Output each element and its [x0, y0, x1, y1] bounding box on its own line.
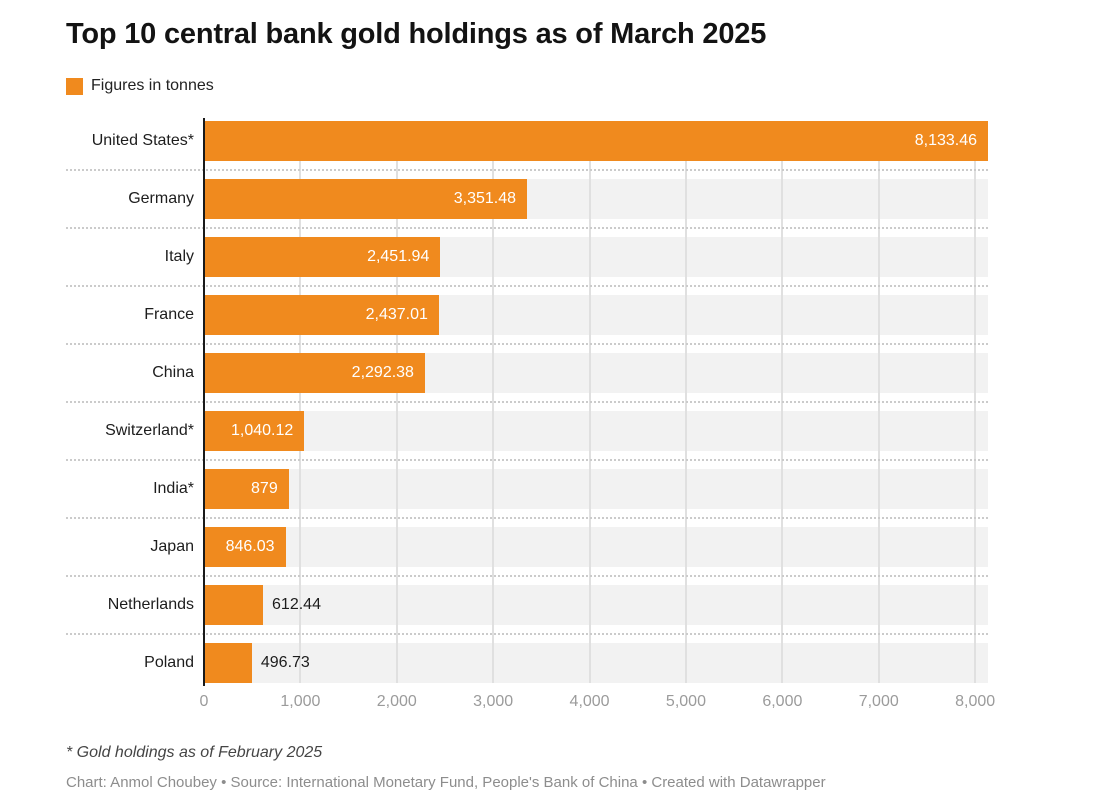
category-label: France — [144, 306, 194, 323]
chart-title: Top 10 central bank gold holdings as of … — [66, 18, 767, 50]
category-label: United States* — [91, 132, 194, 149]
bar-value-label: 2,292.38 — [351, 364, 414, 381]
row-separator — [66, 517, 988, 519]
x-axis-tick-label: 0 — [199, 693, 209, 710]
bar-value-label: 8,133.46 — [914, 132, 977, 149]
row-separator — [66, 401, 988, 403]
legend-swatch — [66, 77, 83, 95]
bar-value-label: 879 — [251, 480, 278, 497]
bar-value-label: 3,351.48 — [453, 190, 517, 207]
x-axis-tick-label: 2,000 — [376, 693, 417, 710]
bar-value-label: 612.44 — [272, 596, 321, 613]
bar — [204, 527, 286, 567]
credit-line: Chart: Anmol Choubey • Source: Internati… — [66, 774, 826, 791]
bar-track — [204, 527, 988, 567]
bar-value-label: 2,451.94 — [367, 248, 430, 265]
row-separator — [66, 575, 988, 577]
bar — [204, 295, 439, 335]
bar — [204, 121, 988, 161]
bar-track — [204, 411, 988, 451]
category-label: Italy — [164, 248, 194, 265]
category-label: China — [152, 364, 194, 381]
x-axis-tick-label: 1,000 — [280, 693, 321, 710]
legend: Figures in tonnes — [66, 77, 214, 95]
bar-value-label: 496.73 — [260, 654, 310, 671]
bar — [204, 411, 305, 451]
row-separator — [66, 343, 988, 345]
x-axis-tick-label: 8,000 — [955, 693, 996, 710]
bar — [204, 585, 264, 625]
bar-track — [204, 643, 988, 683]
bar — [204, 237, 441, 277]
x-axis-tick-label: 5,000 — [665, 693, 706, 710]
x-axis-tick-label: 7,000 — [858, 693, 899, 710]
category-label: Japan — [150, 538, 194, 555]
category-label: Switzerland* — [105, 422, 194, 439]
category-label: India* — [153, 480, 194, 497]
bar — [204, 469, 289, 509]
row-separator — [66, 227, 988, 229]
bar-track — [204, 585, 988, 625]
x-axis-tick-label: 6,000 — [762, 693, 803, 710]
axis-line — [203, 118, 205, 686]
row-separator — [66, 285, 988, 287]
row-separator — [66, 459, 988, 461]
bar-value-label: 1,040.12 — [230, 422, 294, 439]
x-axis-tick-label: 4,000 — [569, 693, 610, 710]
category-label: Germany — [128, 190, 194, 207]
bar-chart: 0 1,000 2,000 3,000 4,000 5,000 6,000 7,000 8,00… — [66, 118, 1092, 731]
bar — [204, 179, 528, 219]
bar — [204, 353, 425, 393]
bar-value-label: 2,437.01 — [365, 306, 428, 323]
bar — [204, 643, 252, 683]
category-label: Netherlands — [107, 596, 194, 613]
row-separator — [66, 169, 988, 171]
category-label: Poland — [144, 654, 194, 671]
bar-track — [204, 469, 988, 509]
footnote: * Gold holdings as of February 2025 — [66, 744, 323, 761]
row-separator — [66, 633, 988, 635]
bar-value-label: 846.03 — [225, 538, 275, 555]
legend-label: Figures in tonnes — [91, 77, 214, 94]
x-axis-tick-label: 3,000 — [473, 693, 514, 710]
